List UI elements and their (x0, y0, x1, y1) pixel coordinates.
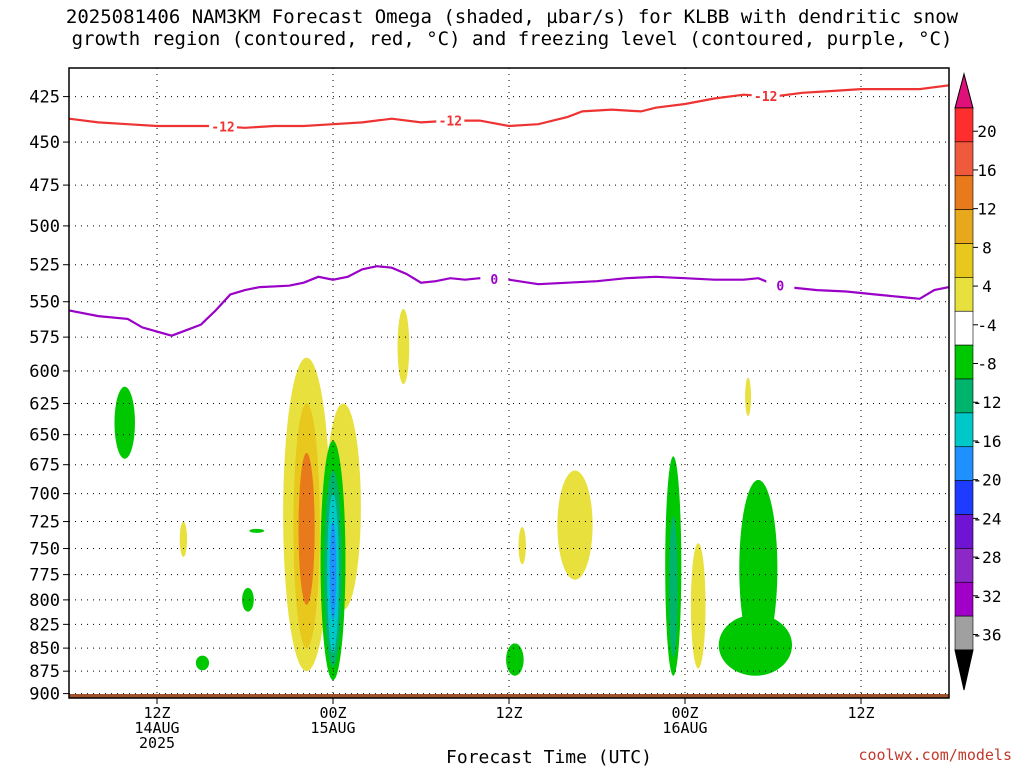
colorbar-cell-2 (954, 175, 974, 210)
y-tick-label-575: 575 (29, 328, 60, 348)
contour-label-bg-1-0 (480, 270, 509, 287)
x-tick-label-18-1: 15AUG (310, 719, 355, 737)
contour-label-0-0: -12 (211, 120, 234, 135)
y-tick-label-525: 525 (29, 256, 60, 276)
omega-shading-9 (114, 386, 135, 459)
omega-shading-16 (506, 643, 524, 676)
contour-label-bg-0-1 (436, 112, 465, 129)
colorbar-cell-1 (954, 141, 974, 177)
colorbar-label-5: -4 (977, 316, 996, 335)
y-tick-label-675: 675 (29, 456, 60, 476)
omega-shading-8 (329, 521, 337, 620)
x-tick-label-6-1: 14AUG (134, 719, 179, 737)
colorbar-cell-10 (954, 446, 974, 481)
colorbar-label-2: 12 (977, 200, 996, 219)
x-tick-label-30-0: 12Z (495, 704, 522, 722)
y-tick-label-475: 475 (29, 176, 60, 196)
colorbar-cell-11 (954, 480, 974, 515)
title-line-2: growth region (contoured, red, °C) and f… (71, 28, 953, 50)
colorbar-label-8: -16 (973, 432, 1002, 451)
colorbar-label-10: -24 (973, 509, 1002, 528)
contour-label-bg-0-0 (209, 118, 237, 135)
colorbar: 20 16 12 8 4 -4 -8 -12 -16 -20 -24 -28 -32 -36 (954, 72, 1002, 691)
colorbar-label-11: -28 (973, 548, 1002, 567)
colorbar-label-9: -20 (973, 471, 1002, 490)
contour-label-0-1: -12 (439, 115, 462, 130)
colorbar-label-7: -12 (973, 393, 1002, 412)
y-tick-label-450: 450 (29, 133, 60, 153)
omega-shading-4 (397, 308, 410, 385)
x-tick-label-42-0: 00Z (671, 704, 698, 722)
y-tick-label-800: 800 (29, 591, 60, 611)
omega-shading-12 (179, 521, 188, 557)
ground-band (69, 694, 949, 698)
colorbar-cell-13 (954, 548, 974, 583)
colorbar-cell-8 (954, 378, 974, 414)
colorbar-label-12: -32 (973, 587, 1002, 606)
colorbar-cell-5 (954, 277, 974, 312)
title-line-1: 2025081406 NAM3KM Forecast Omega (shaded… (65, 6, 959, 28)
contour-label-1-0: 0 (490, 273, 498, 288)
y-tick-label-825: 825 (29, 615, 60, 635)
contour-line-0 (68, 84, 950, 129)
contour-label-0-2: -12 (754, 90, 777, 105)
contour-label-bg-0-2 (751, 88, 780, 105)
omega-shading-11 (195, 655, 210, 671)
colorbar-cell-7 (954, 344, 974, 380)
y-tick-label-550: 550 (29, 293, 60, 313)
omega-shading-14 (557, 470, 593, 580)
colorbar-cell-15 (954, 615, 974, 651)
y-tick-label-500: 500 (29, 217, 60, 237)
omega-shading-15 (518, 527, 526, 565)
y-tick-label-650: 650 (29, 426, 60, 446)
omega-shading-20 (745, 377, 751, 417)
omega-shading-13 (249, 528, 265, 533)
chart-title: 2025081406 NAM3KM Forecast Omega (shaded… (0, 6, 1024, 50)
y-tick-label-775: 775 (29, 566, 60, 586)
plot-frame (68, 67, 950, 699)
colorbar-label-4: 4 (982, 277, 992, 296)
y-tick-label-725: 725 (29, 513, 60, 533)
omega-shading-19 (690, 543, 706, 669)
colorbar-label-1: 16 (977, 161, 996, 180)
y-tick-label-875: 875 (29, 662, 60, 682)
colorbar-cell-4 (954, 243, 974, 278)
watermark: coolwx.com/models (858, 746, 1012, 764)
omega-shading-2 (298, 452, 315, 605)
plot-area: -12 -12 -12 0 0 425 450 475 500 525 550 575 600 625 65… (29, 67, 950, 768)
y-tick-label-600: 600 (29, 362, 60, 382)
contour-label-bg-1-1 (766, 277, 795, 294)
y-tick-label-900: 900 (29, 685, 60, 705)
omega-shading-21 (739, 479, 778, 658)
x-tick-label-54-0: 12Z (847, 704, 874, 722)
colorbar-label-6: -8 (977, 355, 996, 374)
y-tick-label-700: 700 (29, 485, 60, 505)
colorbar-cell-0 (954, 107, 974, 143)
omega-shading-18 (668, 516, 678, 658)
colorbar-cell-9 (954, 412, 974, 448)
x-tick-label-6-0: 12Z (143, 704, 170, 722)
colorbar-bottom-arrow (954, 649, 974, 691)
y-tick-label-850: 850 (29, 639, 60, 659)
y-tick-label-425: 425 (29, 88, 60, 108)
colorbar-label-0: 20 (977, 122, 996, 141)
colorbar-label-13: -36 (973, 626, 1002, 645)
x-tick-label-18-0: 00Z (319, 704, 346, 722)
x-axis-label: Forecast Time (UTC) (446, 747, 652, 768)
colorbar-top-arrow (954, 72, 974, 109)
x-tick-label-6-2: 2025 (139, 734, 175, 752)
colorbar-cell-14 (954, 581, 974, 617)
contour-label-1-1: 0 (776, 280, 784, 295)
colorbar-cell-3 (954, 209, 974, 244)
colorbar-label-3: 8 (982, 238, 992, 257)
colorbar-cell-6 (954, 310, 974, 346)
y-tick-label-750: 750 (29, 540, 60, 560)
y-tick-label-625: 625 (29, 394, 60, 414)
omega-shading-10 (242, 587, 254, 612)
contour-line-1 (68, 265, 950, 337)
colorbar-cell-12 (954, 514, 974, 549)
omega-shading-22 (718, 614, 793, 676)
x-tick-label-42-1: 16AUG (662, 719, 707, 737)
